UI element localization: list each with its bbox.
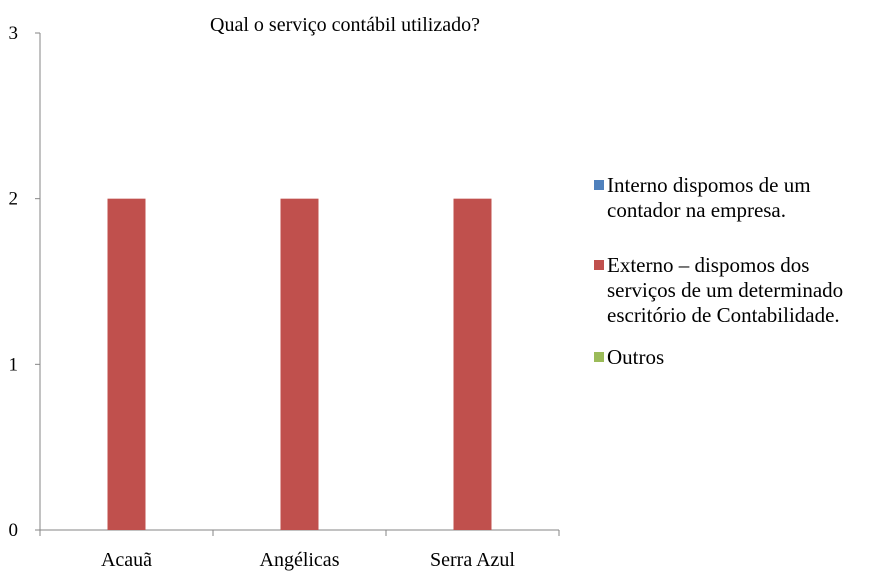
y-tick-label: 3 [9, 23, 19, 44]
legend-label: Interno dispomos de um [607, 173, 811, 197]
x-tick-label: Acauã [101, 549, 152, 571]
x-tick-label: Angélicas [260, 549, 340, 571]
legend-label: Outros [607, 345, 664, 369]
x-tick-label: Serra Azul [430, 549, 515, 571]
legend-label: escritório de Contabilidade. [607, 303, 840, 327]
legend-label: serviços de um determinado [607, 278, 843, 302]
legend-swatch [594, 180, 604, 190]
bars [107, 198, 492, 530]
legend-swatch [594, 352, 604, 362]
y-tick-label: 0 [9, 520, 19, 541]
legend-swatch [594, 260, 604, 270]
legend-label: contador na empresa. [607, 198, 786, 222]
chart-title: Qual o serviço contábil utilizado? [210, 14, 480, 36]
bar [453, 198, 492, 530]
legend-label: Externo – dispomos dos [607, 253, 809, 277]
y-axis-ticks: 0 1 2 3 [9, 23, 40, 541]
bar [280, 198, 319, 530]
x-axis-ticks: Acauã Angélicas Serra Azul [39, 530, 560, 571]
bar [107, 198, 146, 530]
y-tick-label: 1 [9, 354, 19, 375]
y-tick-label: 2 [9, 189, 19, 210]
